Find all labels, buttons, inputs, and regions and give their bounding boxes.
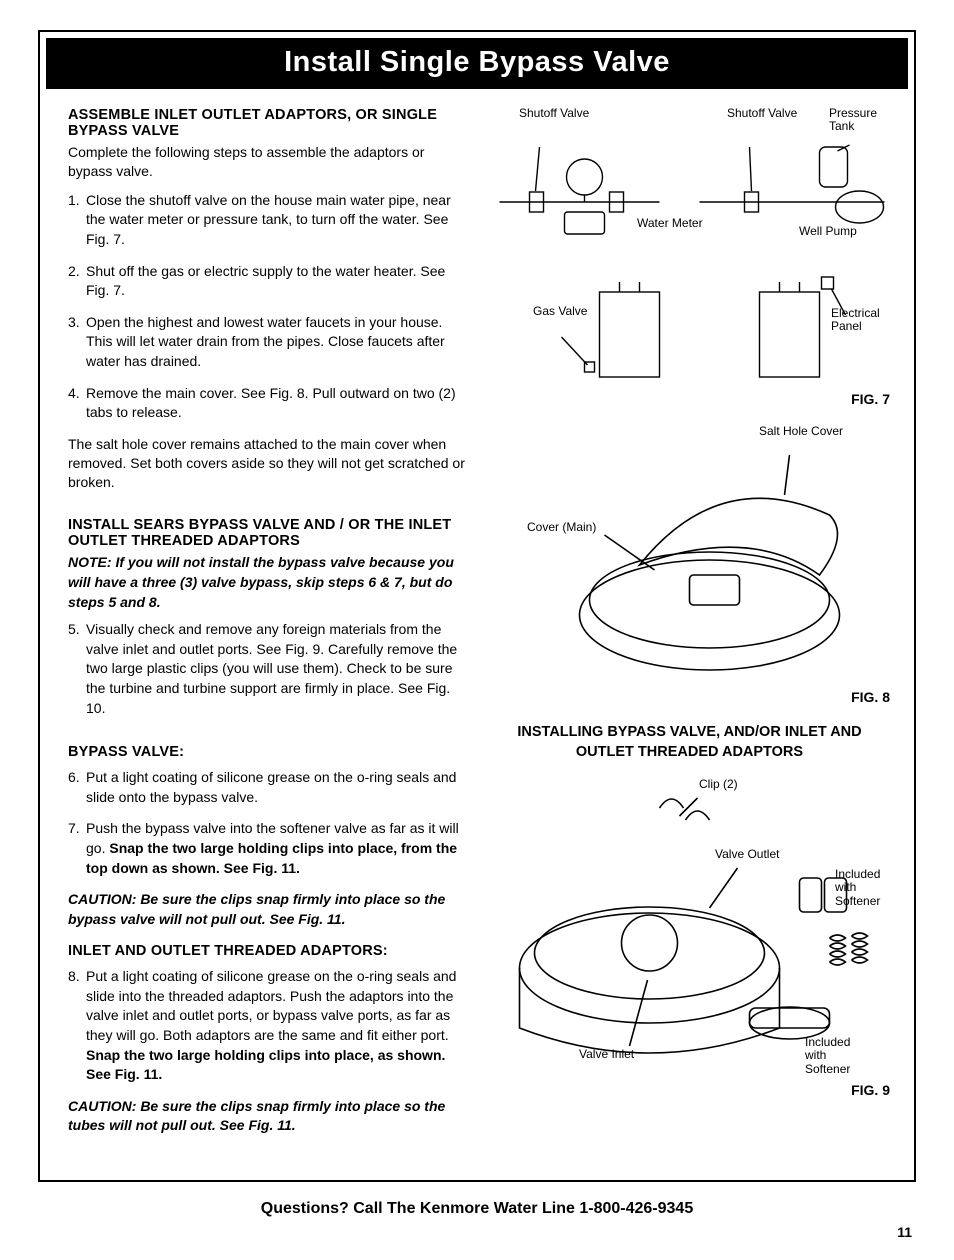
fig8-cover-main-label: Cover (Main) [527, 521, 596, 534]
two-column-layout: ASSEMBLE INLET OUTLET ADAPTORS, OR SINGL… [40, 107, 914, 1180]
caution-2: CAUTION: Be sure the clips snap firmly i… [68, 1097, 469, 1136]
figure-9-heading: INSTALLING BYPASS VALVE, AND/OR INLET AN… [489, 723, 890, 762]
figure-8-diagram: Salt Hole Cover Cover (Main) [489, 425, 890, 685]
fig7-water-meter-label: Water Meter [637, 217, 703, 230]
figure-9-svg [489, 768, 890, 1078]
fig7-pressure-tank-label: Pressure Tank [829, 107, 890, 133]
step-6: Put a light coating of silicone grease o… [68, 768, 469, 807]
step-8-plain: Put a light coating of silicone grease o… [86, 968, 456, 1043]
figure-8-svg [489, 425, 890, 685]
fig7-well-pump-label: Well Pump [799, 225, 857, 238]
page-frame: Install Single Bypass Valve ASSEMBLE INL… [38, 30, 916, 1182]
figure-7-diagram: Shutoff Valve Shutoff Valve Pressure Tan… [489, 107, 890, 387]
steps-8: Put a light coating of silicone grease o… [68, 967, 469, 1085]
step-7-bold: Snap the two large holding clips into pl… [86, 840, 457, 876]
fig7-electrical-panel-label: Electrical Panel [831, 307, 890, 333]
caution-1: CAUTION: Be sure the clips snap firmly i… [68, 890, 469, 929]
page-number: 11 [38, 1224, 916, 1240]
steps-5: Visually check and remove any foreign ma… [68, 620, 469, 718]
step-1: Close the shutoff valve on the house mai… [68, 191, 469, 250]
fig9-included-1-label: Included with Softener [835, 868, 905, 908]
figure-9-block: Clip (2) Valve Outlet Included with Soft… [489, 768, 890, 1098]
right-column: Shutoff Valve Shutoff Valve Pressure Tan… [489, 107, 890, 1150]
fig9-valve-outlet-label: Valve Outlet [715, 848, 779, 861]
figure-7-label: FIG. 7 [489, 391, 890, 407]
fig8-salt-hole-cover-label: Salt Hole Cover [759, 425, 843, 438]
step-2: Shut off the gas or electric supply to t… [68, 262, 469, 301]
figure-9-diagram: Clip (2) Valve Outlet Included with Soft… [489, 768, 890, 1078]
figure-9-label: FIG. 9 [489, 1082, 890, 1098]
step-8: Put a light coating of silicone grease o… [68, 967, 469, 1085]
fig7-shutoff-valve-1-label: Shutoff Valve [519, 107, 589, 120]
salt-hole-paragraph: The salt hole cover remains attached to … [68, 435, 469, 492]
footer-line: Questions? Call The Kenmore Water Line 1… [38, 1200, 916, 1218]
step-8-bold: Snap the two large holding clips into pl… [86, 1047, 445, 1083]
install-note: NOTE: If you will not install the bypass… [68, 553, 469, 612]
step-7: Push the bypass valve into the softener … [68, 819, 469, 878]
fig9-included-2-label: Included with Softener [805, 1036, 875, 1076]
fig7-gas-valve-label: Gas Valve [533, 305, 587, 318]
install-heading: INSTALL SEARS BYPASS VALVE AND / OR THE … [68, 517, 469, 549]
figure-8-label: FIG. 8 [489, 689, 890, 705]
fig7-shutoff-valve-2-label: Shutoff Valve [727, 107, 797, 120]
steps-6-7: Put a light coating of silicone grease o… [68, 768, 469, 878]
left-column: ASSEMBLE INLET OUTLET ADAPTORS, OR SINGL… [68, 107, 469, 1150]
figure-7-block: Shutoff Valve Shutoff Valve Pressure Tan… [489, 107, 890, 407]
assemble-heading: ASSEMBLE INLET OUTLET ADAPTORS, OR SINGL… [68, 107, 469, 139]
assemble-intro: Complete the following steps to assemble… [68, 143, 469, 181]
bypass-valve-heading: BYPASS VALVE: [68, 744, 469, 760]
steps-1-4: Close the shutoff valve on the house mai… [68, 191, 469, 423]
fig9-valve-inlet-label: Valve Inlet [579, 1048, 634, 1061]
inlet-outlet-heading: INLET AND OUTLET THREADED ADAPTORS: [68, 943, 469, 959]
step-5: Visually check and remove any foreign ma… [68, 620, 469, 718]
figure-7-svg [489, 107, 890, 387]
figure-8-block: Salt Hole Cover Cover (Main) FIG. 8 [489, 425, 890, 705]
step-3: Open the highest and lowest water faucet… [68, 313, 469, 372]
title-bar: Install Single Bypass Valve [46, 38, 908, 89]
fig9-clip-label: Clip (2) [699, 778, 738, 791]
step-4: Remove the main cover. See Fig. 8. Pull … [68, 384, 469, 423]
